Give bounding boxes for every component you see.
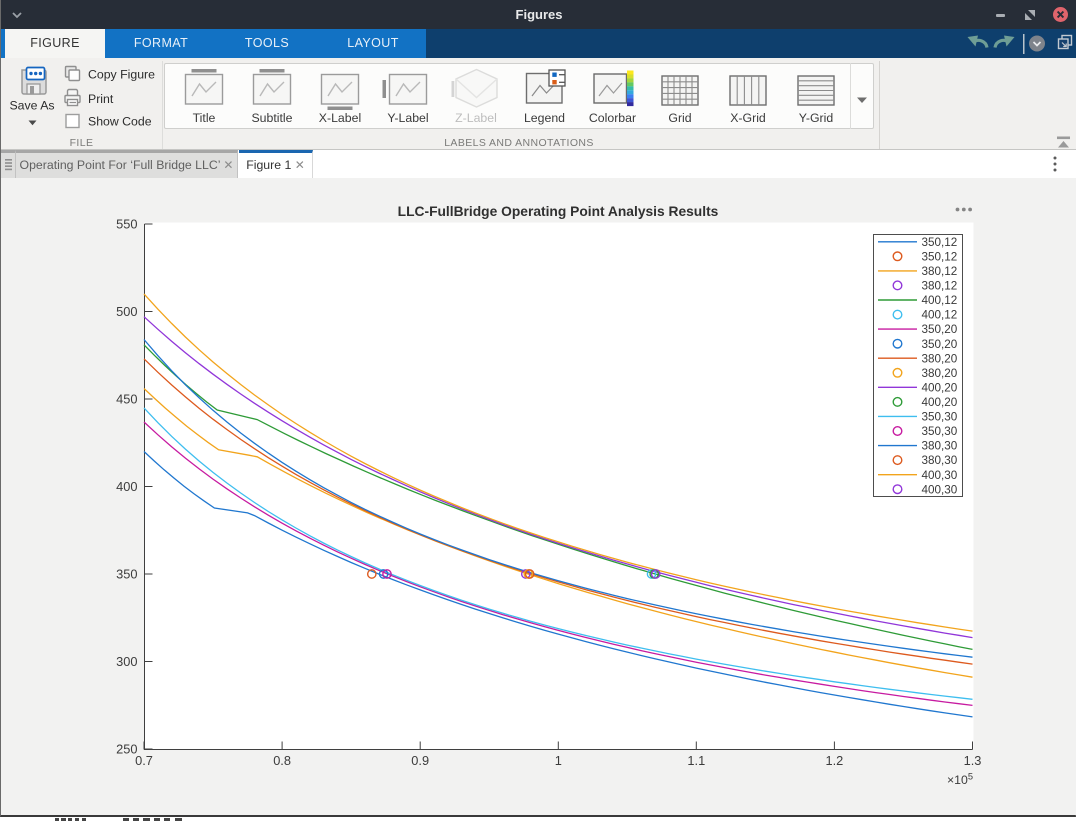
svg-text:300: 300 bbox=[116, 654, 137, 669]
svg-text:Y-Label: Y-Label bbox=[387, 111, 428, 125]
svg-text:350,12: 350,12 bbox=[922, 236, 958, 249]
svg-text:380,20: 380,20 bbox=[922, 367, 958, 380]
svg-text:380,12: 380,12 bbox=[922, 280, 958, 293]
svg-text:Y-Grid: Y-Grid bbox=[799, 111, 834, 125]
svg-text:X-Grid: X-Grid bbox=[730, 111, 766, 125]
svg-text:×105: ×105 bbox=[947, 772, 973, 788]
svg-text:380,30: 380,30 bbox=[922, 440, 958, 453]
svg-text:Grid: Grid bbox=[668, 111, 691, 125]
svg-text:Colorbar: Colorbar bbox=[589, 111, 636, 125]
svg-text:350,30: 350,30 bbox=[922, 425, 958, 438]
svg-text:380,20: 380,20 bbox=[922, 352, 958, 365]
svg-text:550: 550 bbox=[116, 217, 137, 232]
svg-text:1.2: 1.2 bbox=[826, 753, 844, 768]
svg-text:Subtitle: Subtitle bbox=[251, 111, 292, 125]
svg-text:Title: Title bbox=[193, 111, 216, 125]
svg-text:250: 250 bbox=[116, 742, 137, 757]
svg-text:350,12: 350,12 bbox=[922, 250, 958, 263]
svg-text:Legend: Legend bbox=[524, 111, 565, 125]
svg-text:Save As: Save As bbox=[9, 99, 54, 113]
svg-text:400,12: 400,12 bbox=[922, 294, 958, 307]
svg-text:400: 400 bbox=[116, 479, 137, 494]
svg-text:LLC-FullBridge Operating Point: LLC-FullBridge Operating Point Analysis … bbox=[398, 204, 719, 219]
svg-text:1.1: 1.1 bbox=[687, 753, 705, 768]
svg-text:350,20: 350,20 bbox=[922, 338, 958, 351]
svg-text:500: 500 bbox=[116, 304, 137, 319]
svg-text:Print: Print bbox=[88, 92, 114, 106]
svg-text:1: 1 bbox=[555, 753, 562, 768]
svg-text:Show Code: Show Code bbox=[88, 115, 152, 129]
svg-text:Copy Figure: Copy Figure bbox=[88, 68, 155, 82]
svg-text:400,20: 400,20 bbox=[922, 396, 958, 409]
svg-text:400,30: 400,30 bbox=[922, 469, 958, 482]
svg-text:X-Label: X-Label bbox=[319, 111, 361, 125]
svg-text:400,30: 400,30 bbox=[922, 483, 958, 496]
svg-text:380,30: 380,30 bbox=[922, 454, 958, 467]
svg-text:0.9: 0.9 bbox=[411, 753, 429, 768]
svg-text:450: 450 bbox=[116, 392, 137, 407]
svg-text:350,20: 350,20 bbox=[922, 323, 958, 336]
svg-text:0.7: 0.7 bbox=[135, 753, 153, 768]
svg-text:1.3: 1.3 bbox=[964, 753, 982, 768]
svg-text:380,12: 380,12 bbox=[922, 265, 958, 278]
svg-text:350,30: 350,30 bbox=[922, 411, 958, 424]
svg-text:400,20: 400,20 bbox=[922, 381, 958, 394]
svg-text:Z-Label: Z-Label bbox=[455, 111, 497, 125]
svg-text:0.8: 0.8 bbox=[273, 753, 291, 768]
svg-text:400,12: 400,12 bbox=[922, 309, 958, 322]
svg-text:350: 350 bbox=[116, 567, 137, 582]
